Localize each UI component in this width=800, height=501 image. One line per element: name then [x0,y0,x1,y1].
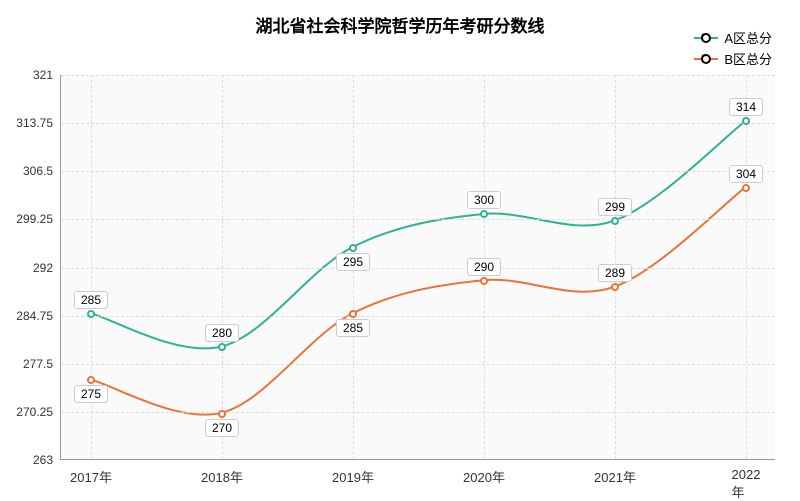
data-point [742,184,750,192]
legend: A区总分 B区总分 [694,28,772,70]
data-label: 280 [205,324,239,342]
data-label: 304 [729,165,763,183]
data-point [349,244,357,252]
legend-item: A区总分 [694,28,772,47]
data-point [87,310,95,318]
data-point [742,117,750,125]
data-label: 290 [467,258,501,276]
data-label: 300 [467,191,501,209]
legend-item: B区总分 [694,49,772,68]
y-tick-label: 277.5 [23,357,61,371]
x-tick-label: 2019年 [332,459,374,486]
gridline-h [61,364,775,365]
data-label: 289 [598,264,632,282]
gridline-v [222,75,223,459]
data-label: 285 [336,319,370,337]
data-point [611,217,619,225]
plot-area: 263270.25277.5284.75292299.25306.5313.75… [60,75,775,460]
y-tick-label: 270.25 [16,405,61,419]
y-tick-label: 306.5 [23,164,61,178]
y-tick-label: 313.75 [16,116,61,130]
x-tick-label: 2020年 [463,459,505,486]
gridline-h [61,123,775,124]
gridline-h [61,268,775,269]
series-line [91,121,745,348]
data-label: 299 [598,198,632,216]
data-point [480,210,488,218]
x-tick-label: 2017年 [70,459,112,486]
legend-label: A区总分 [724,28,772,47]
legend-label: B区总分 [724,49,772,68]
x-tick-label: 2021年 [594,459,636,486]
data-point [480,277,488,285]
gridline-h [61,171,775,172]
data-label: 270 [205,419,239,437]
series-line [91,188,745,415]
gridline-h [61,75,775,76]
y-tick-label: 284.75 [16,309,61,323]
data-label: 275 [74,385,108,403]
data-point [349,310,357,318]
gridline-h [61,219,775,220]
gridline-v [746,75,747,459]
y-tick-label: 292 [33,261,61,275]
data-label: 295 [336,253,370,271]
y-tick-label: 263 [33,453,61,467]
y-tick-label: 321 [33,68,61,82]
data-label: 285 [74,291,108,309]
gridline-h [61,316,775,317]
legend-swatch [694,37,718,39]
data-point [611,283,619,291]
chart-title: 湖北省社会科学院哲学历年考研分数线 [0,12,800,37]
chart-container: 湖北省社会科学院哲学历年考研分数线 A区总分B区总分 263270.25277.… [0,0,800,500]
data-point [87,376,95,384]
data-label: 314 [729,98,763,116]
data-point [218,410,226,418]
y-tick-label: 299.25 [16,212,61,226]
gridline-h [61,412,775,413]
data-point [218,343,226,351]
x-tick-label: 2022年 [732,459,761,501]
x-tick-label: 2018年 [201,459,243,486]
legend-swatch [694,58,718,60]
